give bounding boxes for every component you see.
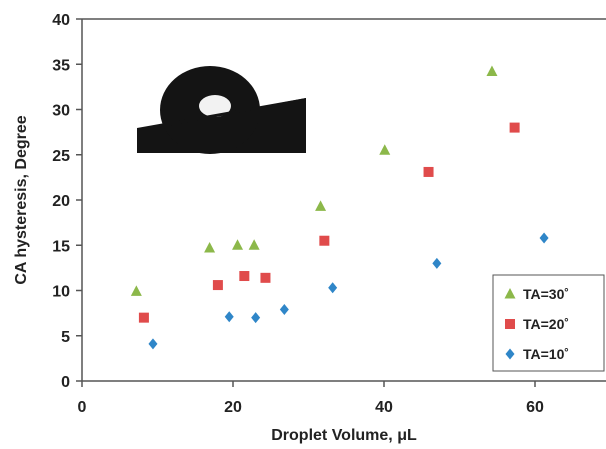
legend-marker-square	[505, 319, 515, 329]
droplet-inset-image	[137, 66, 306, 154]
data-point-square	[138, 312, 149, 323]
x-tick-label: 60	[526, 399, 544, 416]
data-point-square	[260, 272, 271, 283]
data-point-triangle	[486, 65, 498, 76]
legend-label: TA=20˚	[523, 316, 569, 332]
data-point-diamond	[148, 338, 158, 350]
data-point-triangle	[315, 200, 327, 211]
data-point-square	[509, 122, 520, 133]
data-point-diamond	[328, 282, 338, 294]
data-points	[130, 65, 549, 350]
x-axis-label: Droplet Volume, μL	[271, 427, 417, 444]
legend-marker-triangle	[504, 288, 516, 299]
y-tick-label: 10	[52, 284, 70, 301]
data-point-diamond	[539, 232, 549, 244]
data-point-square	[423, 166, 434, 177]
x-tick-label: 20	[224, 399, 242, 416]
legend-label: TA=10˚	[523, 346, 569, 362]
data-point-triangle	[232, 239, 244, 250]
x-tick-label: 0	[78, 399, 87, 416]
y-tick-label: 20	[52, 193, 70, 210]
data-point-square	[239, 271, 250, 282]
data-point-square	[212, 280, 223, 291]
data-point-diamond	[251, 312, 261, 324]
y-axis-label: CA hysteresis, Degree	[13, 115, 30, 284]
y-tick-label: 40	[52, 12, 70, 29]
data-point-triangle	[248, 239, 260, 250]
y-tick-label: 35	[52, 57, 70, 74]
y-tick-label: 25	[52, 148, 70, 165]
legend-marker-diamond	[505, 348, 515, 360]
data-point-triangle	[379, 144, 391, 155]
data-point-triangle	[130, 285, 142, 296]
data-point-diamond	[224, 311, 234, 323]
x-tick-label: 40	[375, 399, 393, 416]
x-axis-ticks: 0 20 40 60	[78, 381, 544, 416]
data-point-diamond	[279, 304, 289, 316]
data-point-triangle	[204, 241, 216, 253]
y-tick-label: 30	[52, 103, 70, 120]
y-tick-label: 15	[52, 238, 70, 255]
y-axis-ticks: 0 5 10 15 20 25 30 35 40	[52, 12, 82, 391]
legend-label: TA=30˚	[523, 286, 569, 302]
data-point-diamond	[432, 257, 442, 269]
y-tick-label: 0	[61, 374, 70, 391]
data-point-square	[319, 235, 330, 246]
legend: TA=30˚ TA=20˚ TA=10˚	[492, 274, 605, 372]
y-tick-label: 5	[61, 329, 70, 346]
